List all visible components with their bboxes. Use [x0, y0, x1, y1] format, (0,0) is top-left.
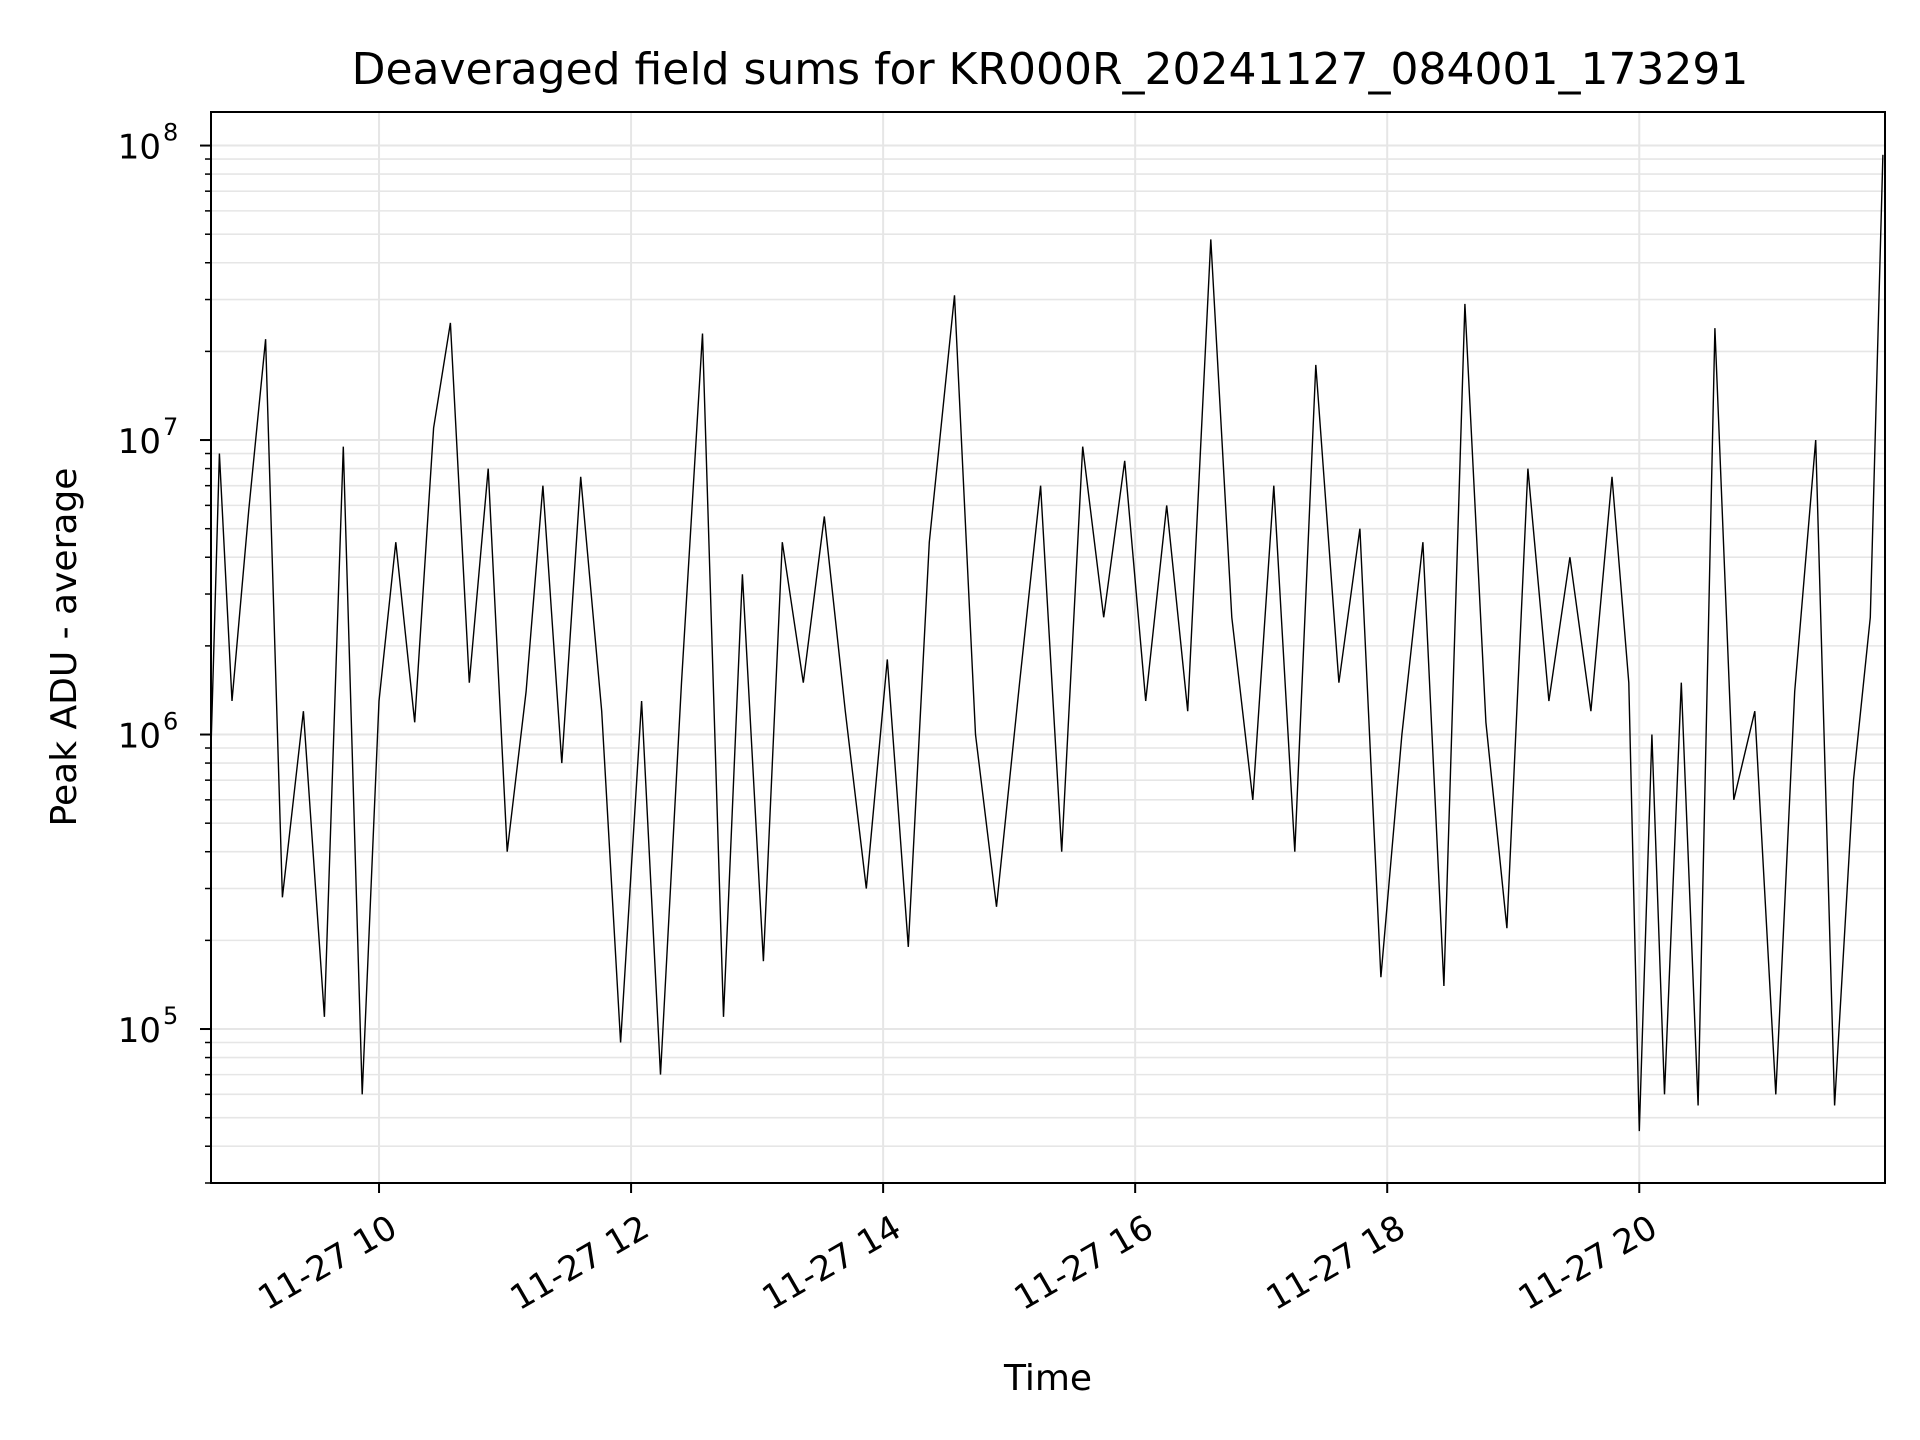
y-tick-label-exponent: 6 — [163, 708, 178, 736]
y-tick-label-base: 10 — [118, 422, 161, 462]
y-tick-label: 10 — [118, 128, 161, 168]
plot-frame — [210, 111, 1886, 1184]
y-tick-label-base: 10 — [118, 717, 161, 757]
x-axis-label: Time — [1003, 1358, 1092, 1399]
y-tick-label: 10 — [118, 717, 161, 757]
chart-title: Deaveraged field sums for KR000R_2024112… — [352, 44, 1749, 95]
y-tick-label: 10 — [118, 422, 161, 462]
y-tick-label-base: 10 — [118, 1011, 161, 1051]
series-line-layer — [211, 154, 1884, 1132]
y-tick-label-exponent: 8 — [163, 119, 178, 147]
y-tick-label-base: 10 — [118, 128, 161, 168]
y-tick-label-exponent: 7 — [163, 413, 178, 441]
series-line — [211, 154, 1884, 1132]
grid — [211, 112, 1885, 1184]
y-tick-label: 10 — [118, 1011, 161, 1051]
y-tick-label-exponent: 5 — [163, 1002, 178, 1030]
y-axis-label: Peak ADU - average — [44, 468, 85, 827]
